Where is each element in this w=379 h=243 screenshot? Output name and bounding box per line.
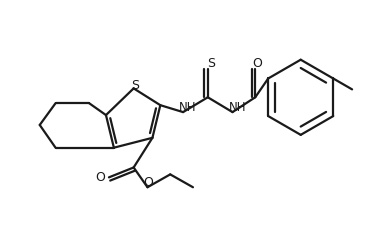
Text: NH: NH <box>229 101 246 114</box>
Text: NH: NH <box>179 101 197 114</box>
Text: O: O <box>95 171 105 184</box>
Text: S: S <box>132 79 139 92</box>
Text: O: O <box>144 176 153 189</box>
Text: O: O <box>252 57 262 70</box>
Text: S: S <box>207 57 215 70</box>
